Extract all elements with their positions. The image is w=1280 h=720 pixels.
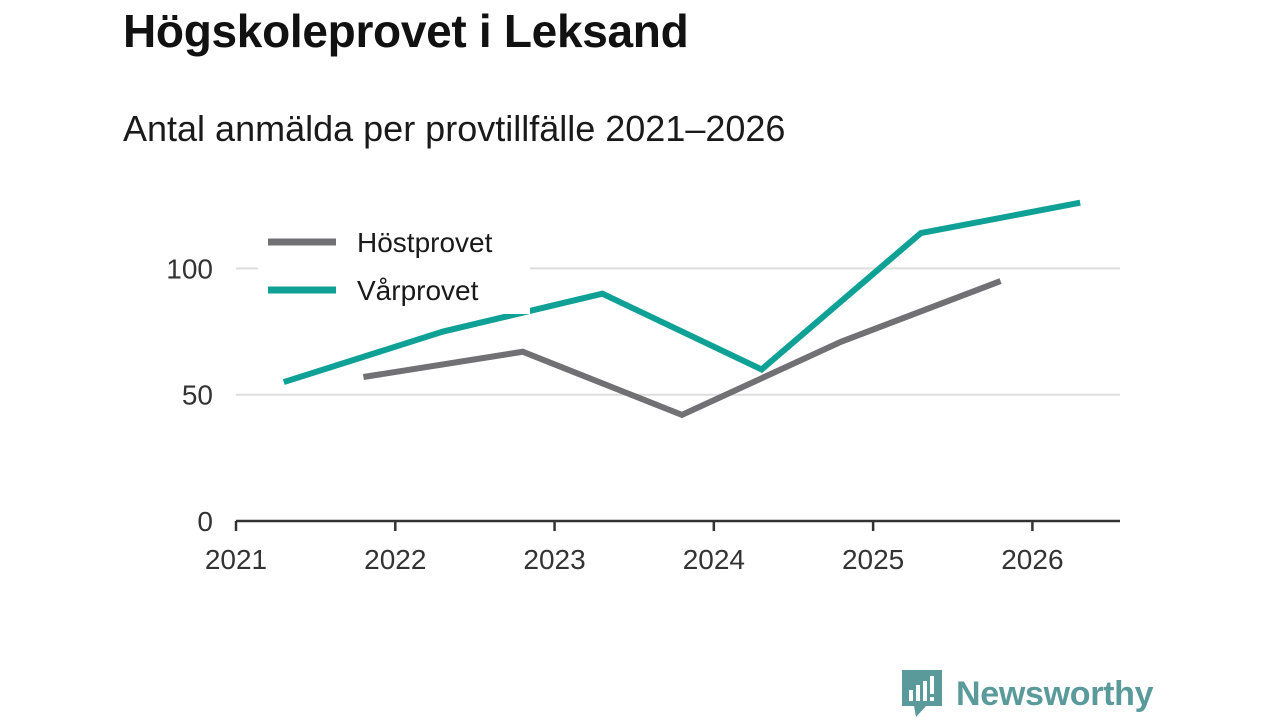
brand-name: Newsworthy <box>956 674 1154 713</box>
legend: Höstprovet Vårprovet <box>258 218 530 314</box>
y-tick-label: 50 <box>182 380 213 411</box>
newsworthy-logo-icon <box>902 670 942 717</box>
legend-label: Höstprovet <box>357 227 493 258</box>
chart-subtitle: Antal anmälda per provtillfälle 2021–202… <box>123 108 786 149</box>
x-tick-label: 2025 <box>842 544 904 575</box>
series-line-vårprovet <box>282 199 1081 385</box>
x-tick-label: 2026 <box>1001 544 1063 575</box>
x-tick-label: 2023 <box>523 544 585 575</box>
x-tick-label: 2021 <box>205 544 267 575</box>
y-tick-label: 100 <box>166 253 213 284</box>
x-tick-label: 2024 <box>683 544 745 575</box>
legend-background <box>258 218 530 314</box>
y-tick-label: 0 <box>197 506 213 537</box>
axis-layer: 0 50 100 2021 2022 2023 2024 2025 2026 <box>166 253 1120 575</box>
chart-title: Högskoleprovet i Leksand <box>123 5 689 57</box>
legend-label: Vårprovet <box>357 275 479 306</box>
newsworthy-brand: Newsworthy <box>902 670 1154 718</box>
x-tick-label: 2022 <box>364 544 426 575</box>
series-layer <box>282 199 1081 419</box>
